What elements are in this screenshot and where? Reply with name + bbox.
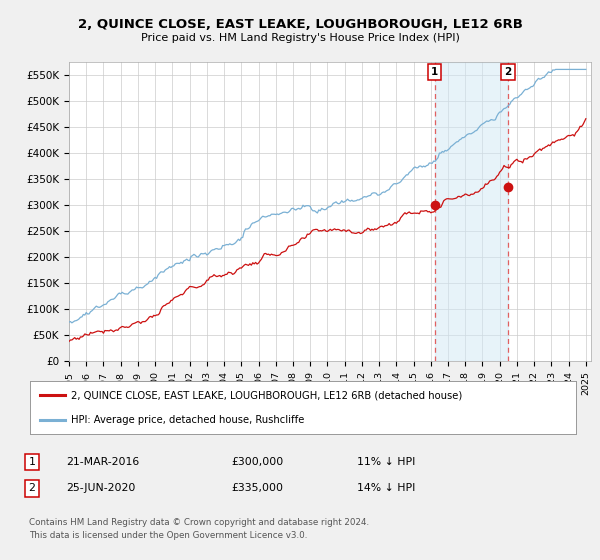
Text: 25-JUN-2020: 25-JUN-2020 xyxy=(66,483,136,493)
Text: 11% ↓ HPI: 11% ↓ HPI xyxy=(357,457,415,467)
Text: 2: 2 xyxy=(28,483,35,493)
Text: £300,000: £300,000 xyxy=(231,457,283,467)
Text: 1: 1 xyxy=(28,457,35,467)
Text: 21-MAR-2016: 21-MAR-2016 xyxy=(66,457,139,467)
Text: 1: 1 xyxy=(431,67,438,77)
Text: HPI: Average price, detached house, Rushcliffe: HPI: Average price, detached house, Rush… xyxy=(71,414,304,424)
Text: £335,000: £335,000 xyxy=(231,483,283,493)
Text: 2, QUINCE CLOSE, EAST LEAKE, LOUGHBOROUGH, LE12 6RB: 2, QUINCE CLOSE, EAST LEAKE, LOUGHBOROUG… xyxy=(77,17,523,31)
Text: 2, QUINCE CLOSE, EAST LEAKE, LOUGHBOROUGH, LE12 6RB (detached house): 2, QUINCE CLOSE, EAST LEAKE, LOUGHBOROUG… xyxy=(71,390,462,400)
Text: Price paid vs. HM Land Registry's House Price Index (HPI): Price paid vs. HM Land Registry's House … xyxy=(140,33,460,43)
Text: 14% ↓ HPI: 14% ↓ HPI xyxy=(357,483,415,493)
Bar xyxy=(434,62,508,361)
Text: 2: 2 xyxy=(505,67,512,77)
Text: Contains HM Land Registry data © Crown copyright and database right 2024.
This d: Contains HM Land Registry data © Crown c… xyxy=(29,518,369,540)
